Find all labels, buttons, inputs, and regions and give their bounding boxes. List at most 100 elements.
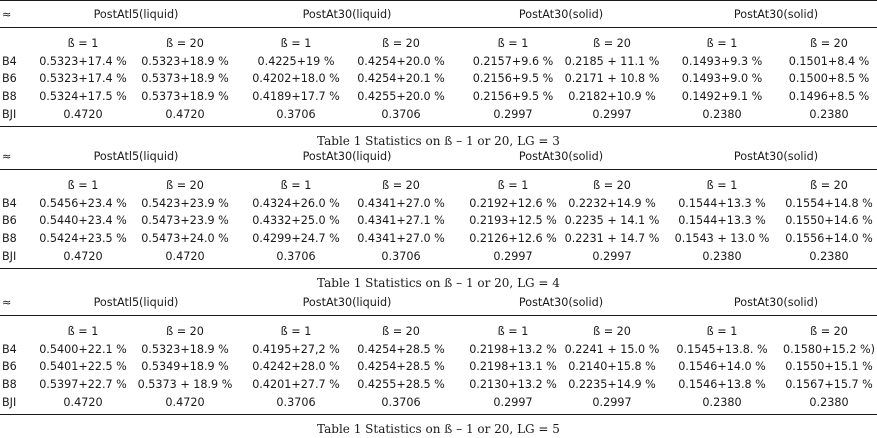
beta-subheader: ß = 20 [810, 179, 848, 192]
column-group-header: PostAt30(solid) [518, 296, 604, 309]
table-cell: 0.1546+14.0 % [678, 360, 766, 373]
row-label: BJI [2, 108, 17, 121]
table-cell: 0.4720 [63, 396, 103, 409]
row-label: BJI [2, 396, 17, 409]
beta-subheader: ß = 1 [706, 325, 738, 338]
table-corner-symbol: ≈ [2, 8, 12, 21]
table-cell: 0.2232+14.9 % [568, 197, 656, 210]
table-cell: 0.1546+13.8 % [678, 378, 766, 391]
table-cell: 0.5324+17.5 % [39, 90, 127, 103]
beta-subheader: ß = 1 [706, 37, 738, 50]
table-cell: 0.3706 [381, 250, 421, 263]
table-cell: 0.2157+9.6 % [472, 55, 554, 68]
table-cell: 0.2156+9.5 % [472, 72, 554, 85]
table-cell: 0.2171 + 10.8 % [564, 72, 660, 85]
table-corner-symbol: ≈ [2, 296, 12, 309]
table-cell: 0.4324+26.0 % [252, 197, 340, 210]
table-cell: 0.2380 [702, 250, 742, 263]
table-cell: 0.2130+13.2 % [469, 378, 557, 391]
table-cell: 0.5473+23.9 % [141, 214, 229, 227]
table-cell: 0.4195+27,2 % [252, 343, 340, 356]
table-cell: 0.1501+8.4 % [788, 55, 870, 68]
beta-subheader: ß = 20 [382, 179, 420, 192]
header-divider-rule [0, 169, 877, 170]
table-bottom-rule [0, 126, 877, 127]
table-cell: 0.2193+12.5 % [469, 214, 557, 227]
beta-subheader: ß = 20 [382, 37, 420, 50]
table-cell: 0.4332+25.0 % [252, 214, 340, 227]
table-cell: 0.2380 [809, 396, 849, 409]
beta-subheader: ß = 1 [280, 37, 312, 50]
row-label: B6 [2, 360, 17, 373]
table-cell: 0.1550+14.6 % [785, 214, 873, 227]
beta-subheader: ß = 20 [166, 325, 204, 338]
beta-subheader: ß = 1 [497, 37, 529, 50]
table-cell: 0.5456+23.4 % [39, 197, 127, 210]
table-cell: 0.4254+20.0 % [357, 55, 445, 68]
row-label: B4 [2, 197, 17, 210]
beta-subheader: ß = 20 [382, 325, 420, 338]
table-cell: 0.4341+27.0 % [357, 197, 445, 210]
beta-subheader: ß = 20 [166, 37, 204, 50]
table-cell: 0.4341+27.1 % [357, 214, 445, 227]
table-cell: 0.5349+18.9 % [141, 360, 229, 373]
table-cell: 0.4720 [165, 108, 205, 121]
table-cell: 0.2997 [592, 250, 632, 263]
table-cell: 0.4254+20.1 % [357, 72, 445, 85]
table-cell: 0.2156+9.5 % [472, 90, 554, 103]
column-group-header: PostAtl5(liquid) [93, 296, 179, 309]
table-cell: 0.4189+17.7 % [252, 90, 340, 103]
table-cell: 0.2126+12.6 % [469, 232, 557, 245]
table-cell: 0.5397+22.7 % [39, 378, 127, 391]
column-group-header: PostAt30(solid) [518, 150, 604, 163]
table-cell: 0.4255+28.5 % [357, 378, 445, 391]
table-cell: 0.1493+9.3 % [681, 55, 763, 68]
table-cell: 0.2235+14.9 % [568, 378, 656, 391]
table-cell: 0.5424+23.5 % [39, 232, 127, 245]
beta-subheader: ß = 20 [166, 179, 204, 192]
row-label: B6 [2, 214, 17, 227]
table-cell: 0.5323+18.9 % [141, 343, 229, 356]
table-cell: 0.3706 [381, 396, 421, 409]
table-cell: 0.1580+15.2 %) [783, 343, 875, 356]
table-cell: 0.4202+18.0 % [252, 72, 340, 85]
table-cell: 0.1492+9.1 % [681, 90, 763, 103]
table-cell: 0.2198+13.1 % [469, 360, 557, 373]
table-cell: 0.2997 [592, 108, 632, 121]
row-label: B8 [2, 232, 17, 245]
row-label: B8 [2, 90, 17, 103]
table-cell: 0.2997 [493, 108, 533, 121]
table-cell: 0.5323+17.4 % [39, 55, 127, 68]
table-cell: 0.4720 [165, 396, 205, 409]
table-cell: 0.4720 [63, 108, 103, 121]
table-cell: 0.3706 [381, 108, 421, 121]
table-cell: 0.4341+27.0 % [357, 232, 445, 245]
column-group-header: PostAt30(solid) [733, 296, 819, 309]
table-cell: 0.4225+19 % [257, 55, 335, 68]
table-cell: 0.4254+28.5 % [357, 360, 445, 373]
table-cell: 0.3706 [276, 108, 316, 121]
beta-subheader: ß = 1 [497, 325, 529, 338]
beta-subheader: ß = 1 [67, 179, 99, 192]
table-cell: 0.2231 + 14.7 % [564, 232, 660, 245]
beta-subheader: ß = 1 [280, 179, 312, 192]
beta-subheader: ß = 20 [810, 325, 848, 338]
table-cell: 0.2192+12.6 % [469, 197, 557, 210]
table-cell: 0.2997 [592, 396, 632, 409]
beta-subheader: ß = 20 [593, 325, 631, 338]
table-cell: 0.5440+23.4 % [39, 214, 127, 227]
beta-subheader: ß = 1 [706, 179, 738, 192]
table-cell: 0.2198+13.2 % [469, 343, 557, 356]
table-cell: 0.2185 + 11.1 % [564, 55, 660, 68]
column-group-header: PostAtl5(liquid) [93, 150, 179, 163]
header-divider-rule [0, 315, 877, 316]
table-cell: 0.1554+14.8 % [785, 197, 873, 210]
table-cell: 0.5323+17.4 % [39, 72, 127, 85]
column-group-header: PostAtl5(liquid) [93, 8, 179, 21]
beta-subheader: ß = 1 [497, 179, 529, 192]
table-cell: 0.5373+18.9 % [141, 90, 229, 103]
table-cell: 0.4254+28.5 % [357, 343, 445, 356]
table-cell: 0.2380 [809, 108, 849, 121]
beta-subheader: ß = 1 [67, 37, 99, 50]
row-label: B6 [2, 72, 17, 85]
